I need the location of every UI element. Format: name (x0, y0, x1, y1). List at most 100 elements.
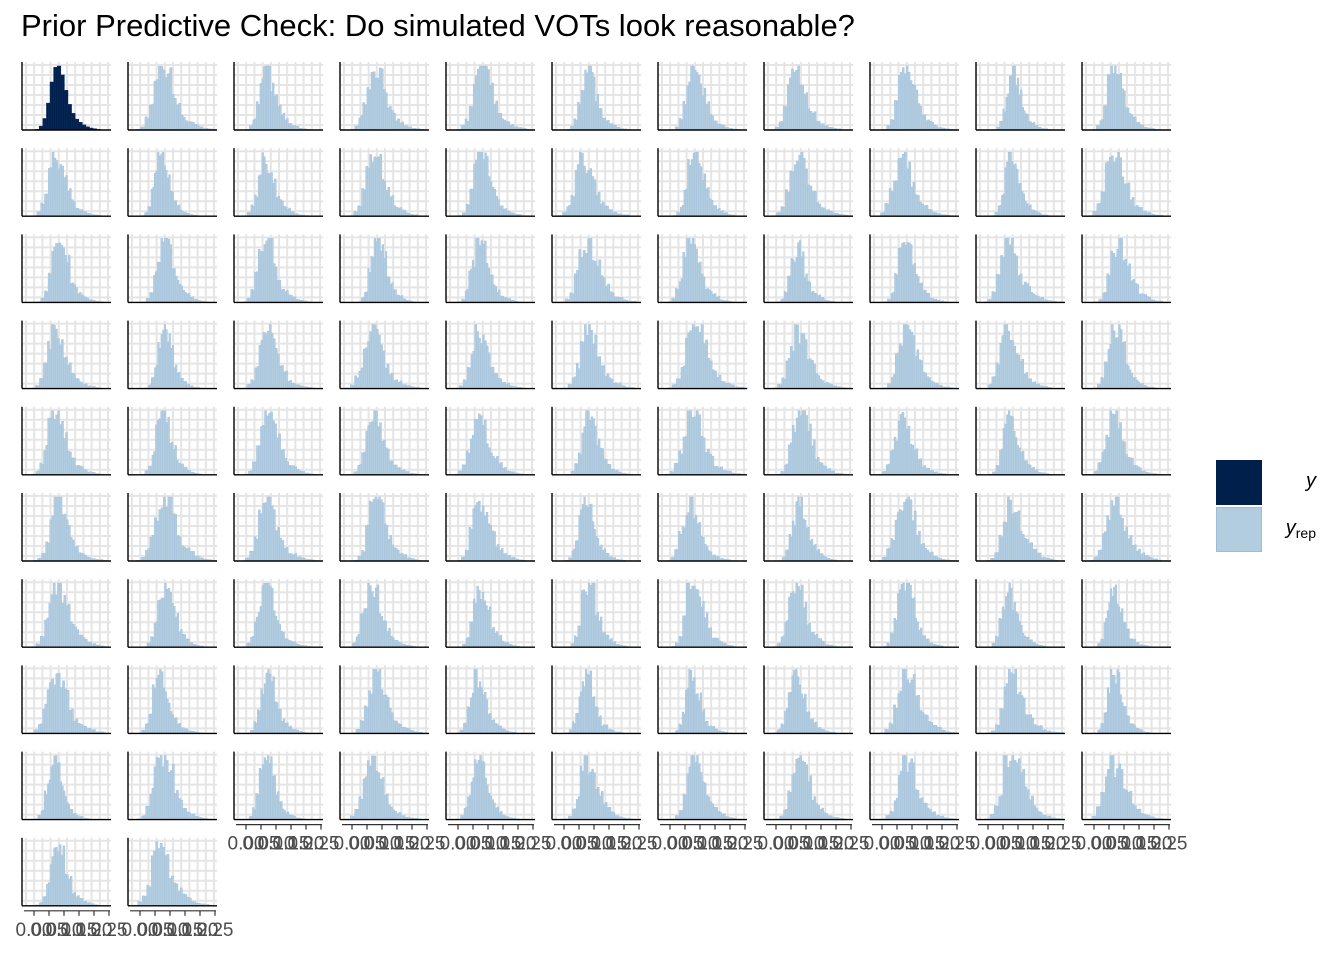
histogram-bar (1016, 694, 1020, 734)
histogram-bar (377, 156, 381, 217)
facet-panel-30 (869, 234, 959, 304)
histogram-bar (914, 618, 918, 648)
facet-panel-36 (339, 320, 429, 390)
histogram-bar (586, 335, 589, 389)
histogram-bar (620, 297, 624, 303)
histogram-bar (88, 727, 92, 734)
histogram-bar (492, 626, 495, 648)
histogram-bar (713, 466, 717, 476)
histogram-bar (1113, 776, 1117, 820)
histogram-bar (800, 496, 803, 562)
histogram-bar (719, 123, 722, 131)
histogram-bar (272, 509, 276, 562)
histogram-bar (903, 242, 906, 303)
histogram-bar (276, 280, 280, 303)
histogram-bar (1020, 772, 1023, 820)
histogram-bar (1107, 437, 1110, 476)
histogram-bar (476, 501, 479, 562)
histogram-bar (162, 241, 165, 303)
histogram-bar (991, 376, 995, 389)
histogram-bar (1026, 283, 1029, 303)
histogram-bar (1037, 725, 1041, 734)
histogram-bar (186, 293, 189, 303)
histogram-bar (283, 205, 286, 217)
histogram-bar (166, 238, 169, 303)
histogram-bar (589, 238, 593, 303)
histogram-bar (49, 273, 53, 303)
histogram-bar (685, 338, 688, 389)
histogram-bar (163, 410, 167, 476)
histogram-bar (164, 238, 167, 303)
histogram-bar (480, 511, 483, 562)
histogram-bar (507, 121, 511, 131)
histogram-bar (491, 530, 494, 562)
histogram-bar (591, 768, 594, 820)
histogram-bar (275, 348, 278, 389)
histogram-bar (57, 496, 61, 562)
histogram-bar (1025, 637, 1028, 648)
histogram-bar (52, 583, 56, 648)
histogram-bar (397, 723, 400, 734)
facet-panel-31 (975, 234, 1065, 304)
histogram-bar (998, 534, 1002, 562)
histogram-bar (296, 469, 300, 476)
histogram-bar (359, 613, 363, 648)
histogram-bar (803, 93, 807, 131)
histogram-bar (475, 763, 479, 820)
histogram-bar (60, 854, 64, 907)
histogram-bar (382, 620, 385, 648)
histogram-bar (507, 382, 510, 389)
histogram-bar (288, 726, 291, 734)
histogram-bar (175, 275, 178, 303)
histogram-bar (1013, 431, 1016, 476)
facet-panel-66 (21, 579, 111, 648)
histogram-bar (926, 292, 929, 303)
histogram-bar (252, 380, 256, 389)
histogram-bar (165, 422, 169, 476)
histogram-bar (1022, 768, 1026, 820)
histogram-bar (182, 727, 185, 734)
histogram-bar (591, 176, 595, 217)
histogram-bar (72, 539, 75, 562)
histogram-bar (191, 121, 195, 131)
histogram-bar (357, 634, 361, 648)
histogram-bar (790, 592, 793, 648)
histogram-bar (598, 356, 602, 389)
histogram-bar (160, 410, 163, 476)
histogram-bar (908, 329, 912, 389)
histogram-bar (66, 690, 70, 734)
histogram-bar (917, 459, 921, 476)
histogram-bar (1142, 294, 1145, 303)
histogram-bar (385, 92, 388, 131)
histogram-bar (684, 615, 687, 648)
histogram-bar (499, 634, 502, 648)
histogram-bar (499, 113, 503, 131)
histogram-bar (817, 805, 821, 820)
histogram-bar (806, 624, 810, 648)
histogram-bar (461, 464, 465, 476)
histogram-bar (70, 537, 73, 562)
histogram-bar (1114, 496, 1118, 562)
histogram-bar (601, 117, 605, 131)
histogram-bar (388, 374, 392, 389)
facet-panel-10 (1081, 62, 1171, 131)
histogram-bar (688, 238, 691, 303)
histogram-bar (920, 627, 923, 648)
histogram-bar (398, 467, 402, 476)
histogram-bar (593, 179, 597, 217)
histogram-bar (933, 124, 936, 131)
histogram-bar (252, 290, 255, 303)
histogram-bar (474, 75, 478, 131)
histogram-bar (256, 101, 259, 131)
histogram-bar (1027, 714, 1030, 734)
histogram-bar (888, 722, 892, 734)
histogram-bar (1105, 434, 1108, 476)
histogram-bar (999, 450, 1002, 476)
histogram-bar (272, 420, 275, 476)
histogram-bar (786, 620, 789, 648)
histogram-bar (673, 462, 677, 476)
histogram-bar (472, 84, 476, 131)
histogram-bar (182, 289, 185, 303)
histogram-bar (159, 669, 162, 734)
histogram-bar (807, 781, 811, 820)
